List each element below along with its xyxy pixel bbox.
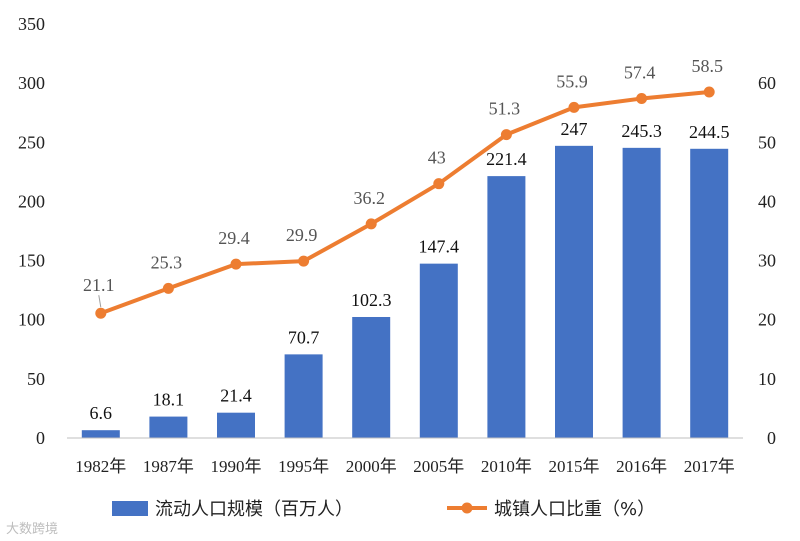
line-data-label: 36.2 bbox=[353, 188, 385, 208]
line-point bbox=[365, 218, 377, 230]
line-point bbox=[162, 282, 174, 294]
x-axis-tick-label: 2015年 bbox=[549, 457, 600, 476]
bar bbox=[487, 176, 526, 439]
line-data-label: 55.9 bbox=[556, 71, 588, 91]
x-axis-tick-label: 1990年 bbox=[211, 457, 262, 476]
x-axis-tick-label: 1987年 bbox=[143, 457, 194, 476]
right-axis-tick-label: 20 bbox=[758, 310, 776, 330]
right-axis-tick-label: 0 bbox=[767, 428, 776, 448]
bar bbox=[555, 145, 593, 438]
bar bbox=[352, 316, 391, 438]
line-series bbox=[95, 86, 715, 319]
legend-line-label: 城镇人口比重（%） bbox=[494, 499, 655, 520]
right-axis-tick-label: 60 bbox=[758, 73, 776, 93]
line-point bbox=[95, 307, 107, 319]
bar bbox=[81, 430, 120, 438]
line-point bbox=[230, 258, 242, 270]
line-point bbox=[568, 101, 580, 113]
line-point bbox=[433, 178, 445, 190]
right-axis-tick-label: 10 bbox=[758, 369, 776, 389]
line-point bbox=[500, 129, 512, 141]
right-axis: 0 10 20 30 40 50 60 bbox=[758, 73, 776, 448]
x-axis-tick-label: 1995年 bbox=[278, 457, 329, 476]
left-axis-tick-label: 100 bbox=[18, 310, 45, 330]
line-point bbox=[298, 255, 310, 267]
line-point bbox=[703, 86, 715, 98]
left-axis-tick-label: 200 bbox=[18, 191, 45, 211]
bar-series bbox=[81, 145, 729, 439]
bar-data-label: 6.6 bbox=[90, 403, 113, 423]
x-axis-tick-label: 1982年 bbox=[75, 457, 126, 476]
legend-bar-label: 流动人口规模（百万人） bbox=[155, 499, 353, 520]
bar bbox=[419, 263, 458, 438]
left-axis-tick-label: 0 bbox=[36, 428, 45, 448]
bar-data-label: 102.3 bbox=[351, 290, 392, 310]
line-data-label: 57.4 bbox=[624, 63, 656, 83]
bar-data-label: 247 bbox=[561, 119, 588, 139]
label-leader-line bbox=[98, 295, 102, 308]
bar bbox=[149, 416, 188, 438]
bar bbox=[217, 412, 255, 438]
line-data-label: 51.3 bbox=[489, 99, 521, 119]
bar bbox=[622, 147, 661, 438]
line-data-labels: 21.1 25.3 29.4 29.9 36.2 43 51.3 55.9 57.4 58.5 bbox=[83, 56, 723, 308]
right-axis-tick-label: 30 bbox=[758, 251, 776, 271]
left-axis: 0 50 100 150 200 250 300 350 bbox=[18, 14, 45, 448]
line-point bbox=[636, 93, 648, 105]
legend-bar-swatch bbox=[112, 501, 148, 516]
bar-data-label: 70.7 bbox=[288, 327, 320, 347]
bar bbox=[284, 354, 323, 438]
line-data-label: 25.3 bbox=[151, 252, 183, 272]
bar-data-labels: 6.6 18.1 21.4 70.7 102.3 147.4 221.4 247 245.3 24… bbox=[90, 119, 730, 423]
bar-data-label: 147.4 bbox=[419, 237, 460, 257]
x-axis-tick-label: 2010年 bbox=[481, 457, 532, 476]
bar-data-label: 245.3 bbox=[621, 121, 662, 141]
bar bbox=[690, 148, 729, 438]
bar-data-label: 18.1 bbox=[153, 390, 185, 410]
left-axis-tick-label: 150 bbox=[18, 251, 45, 271]
left-axis-tick-label: 50 bbox=[27, 369, 45, 389]
line-data-label: 43 bbox=[428, 148, 446, 168]
line-data-label: 29.9 bbox=[286, 225, 318, 245]
x-axis-tick-labels: 1982年 1987年 1990年 1995年 2000年 2005年 2010年 2015年… bbox=[75, 457, 734, 476]
legend: 流动人口规模（百万人） 城镇人口比重（%） bbox=[112, 499, 655, 520]
bar-data-label: 221.4 bbox=[486, 149, 527, 169]
line-data-label: 21.1 bbox=[83, 275, 115, 295]
left-axis-tick-label: 300 bbox=[18, 73, 45, 93]
legend-line-marker bbox=[461, 502, 473, 514]
x-axis-tick-label: 2016年 bbox=[616, 457, 667, 476]
line-data-label: 58.5 bbox=[691, 56, 723, 76]
left-axis-tick-label: 350 bbox=[18, 14, 45, 34]
x-axis-tick-label: 2000年 bbox=[346, 457, 397, 476]
bar-data-label: 244.5 bbox=[689, 122, 730, 142]
right-axis-tick-label: 50 bbox=[758, 132, 776, 152]
right-axis-tick-label: 40 bbox=[758, 191, 776, 211]
x-axis-tick-label: 2005年 bbox=[413, 457, 464, 476]
line-data-label: 29.4 bbox=[218, 228, 250, 248]
watermark: 大数跨境 bbox=[6, 522, 59, 537]
x-axis-tick-label: 2017年 bbox=[684, 457, 735, 476]
left-axis-tick-label: 250 bbox=[18, 132, 45, 152]
line-path bbox=[100, 90, 710, 316]
bar-data-label: 21.4 bbox=[220, 386, 252, 406]
